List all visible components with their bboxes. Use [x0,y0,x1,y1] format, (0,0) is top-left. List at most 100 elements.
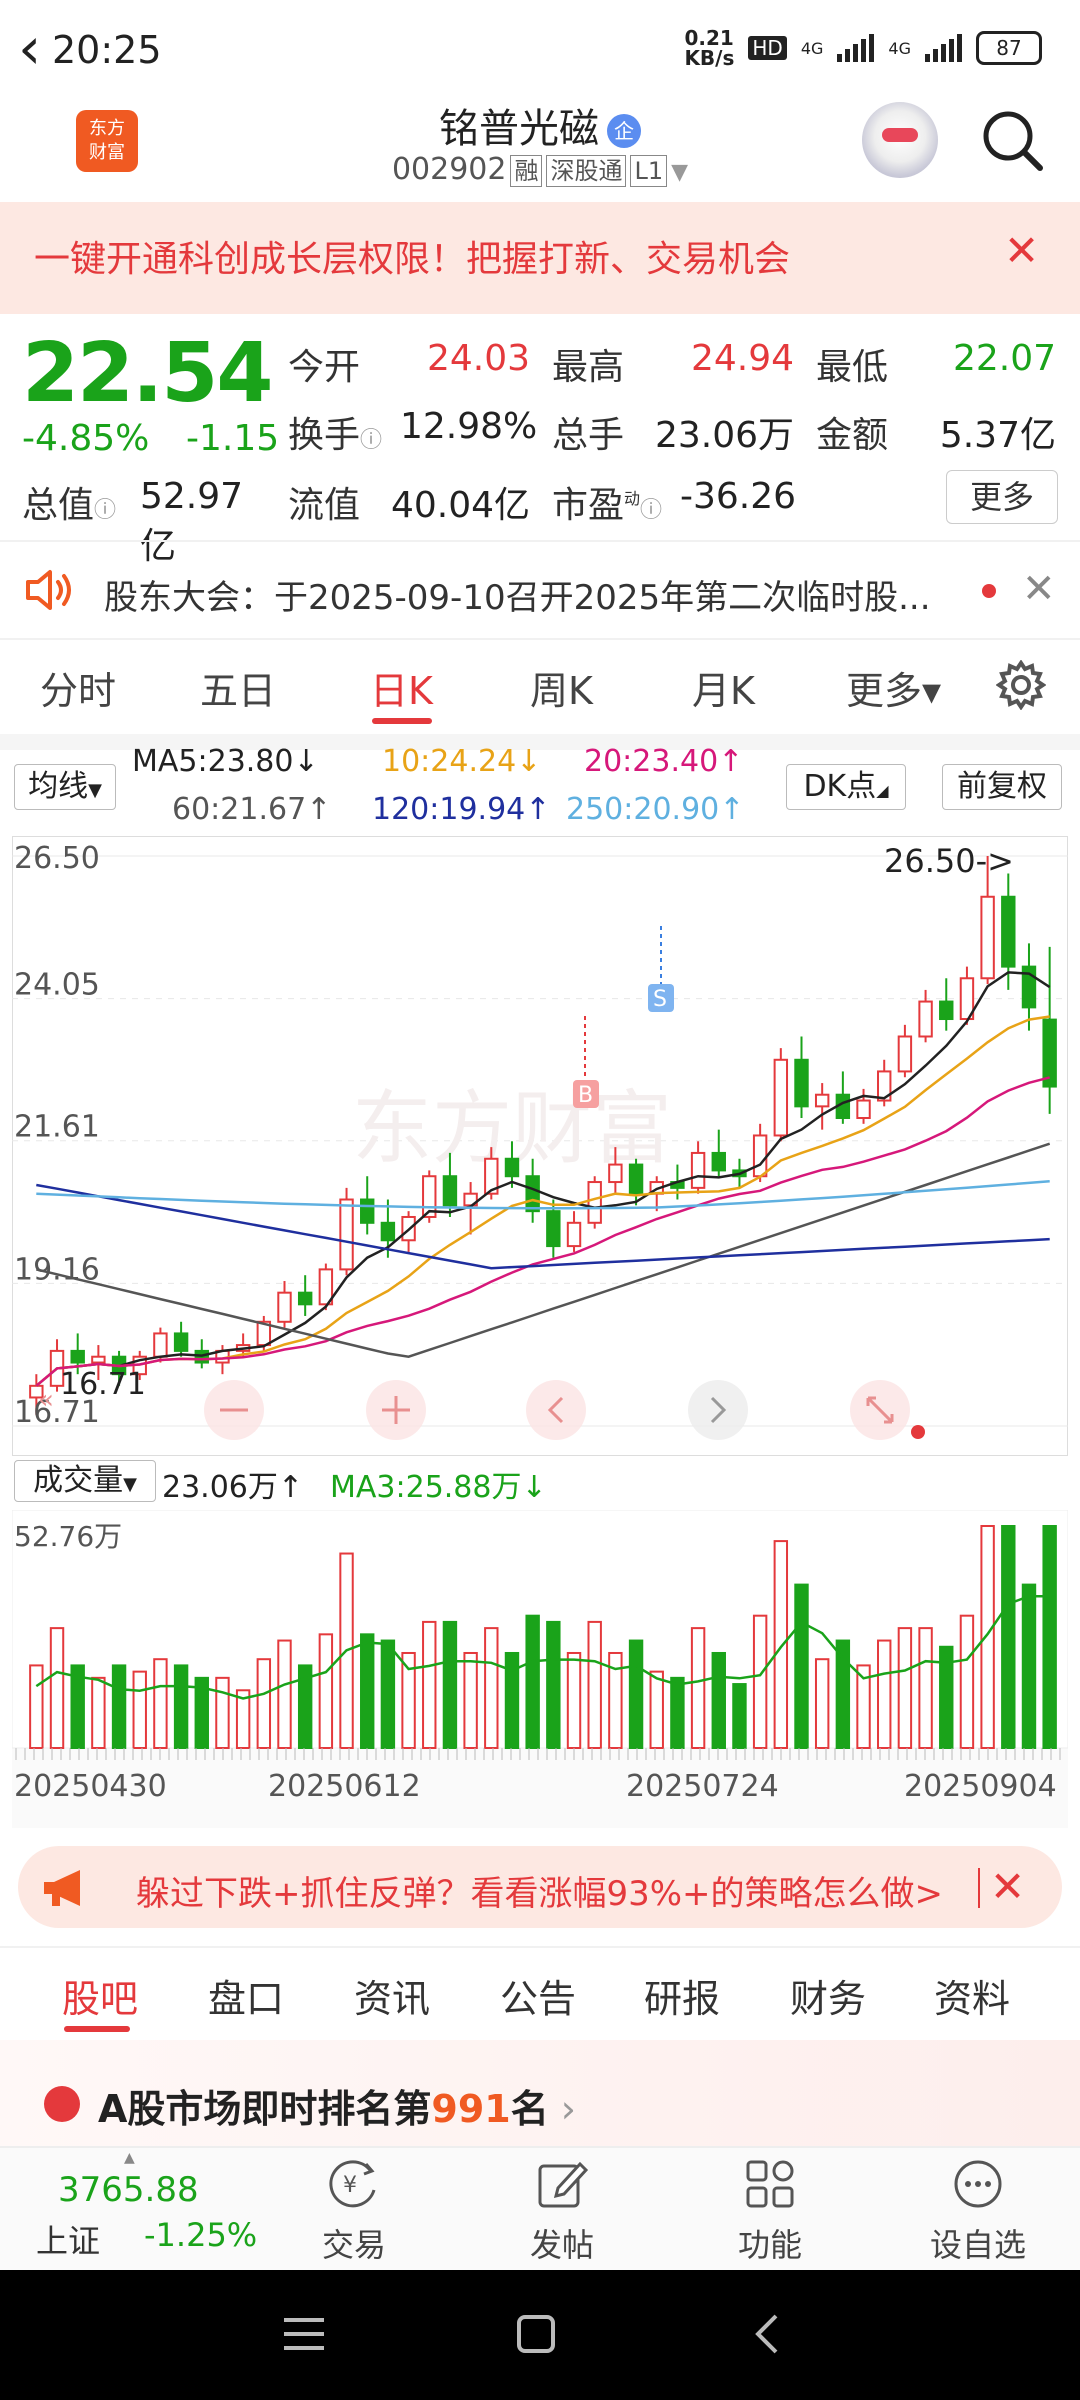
tab-research[interactable]: 研报 [644,1977,721,2021]
candle [897,1035,913,1073]
tab-pankou[interactable]: 盘口 [208,1977,285,2021]
fullscreen-button[interactable] [850,1380,910,1440]
ma-selector-label: 均线 [28,769,89,804]
volume-ma3-line [35,1594,1050,1700]
hd-icon: HD [748,36,787,60]
volume-bar [194,1676,209,1750]
price-axis-labels: 26.50 24.05 21.61 19.16 16.71 [14,841,100,1430]
nav-add-watchlist[interactable]: 设自选 [929,2226,1026,2264]
date-label: 20250430 [14,1769,167,1804]
ma5-label: MA5:23.80↓ [132,744,319,779]
active-tab-indicator [372,718,432,724]
banner-text[interactable]: 一键开通科创成长层权限！把握打新、交易机会 [34,239,791,280]
indicator-selector[interactable]: 成交量▼ [14,1460,156,1502]
adjust-button[interactable]: 前复权 [942,764,1062,810]
watchlist-icon[interactable] [950,2156,1006,2212]
tab-profile[interactable]: 资料 [934,1977,1011,2021]
candle [546,1210,561,1248]
close-icon[interactable]: ✕ [1022,566,1056,612]
index-name[interactable]: 上证 [36,2222,101,2260]
scroll-start-icon[interactable]: « [38,1385,54,1415]
nav-trade[interactable]: 交易 [321,2226,386,2264]
candles [29,856,1057,1415]
tab-guba[interactable]: 股吧 [62,1977,139,2021]
volume-bar [897,1627,913,1749]
rank-card[interactable] [0,2040,1080,2146]
home-icon[interactable] [516,2314,556,2354]
promo-text[interactable]: 躲过下跌+抓住反弹？看看涨幅93%+的策略怎么做> [136,1874,944,1914]
assistant-robot-icon[interactable] [862,102,938,178]
volume-bar [277,1639,292,1749]
menu-icon[interactable] [282,2314,326,2354]
tab-daily-k[interactable]: 日K [370,669,433,713]
dk-point-button[interactable]: DK点◢ [786,764,906,810]
ma20-line [35,1076,1051,1387]
buy-signal-label: B [578,1083,593,1108]
mktcap-label-text: 总值 [22,485,95,526]
back-icon[interactable]: ‹ [18,14,42,82]
volume-bar [463,1651,478,1749]
tab-finance[interactable]: 财务 [790,1977,867,2021]
strategy-promo[interactable] [18,1846,1062,1928]
float-value: 40.04亿 [390,485,530,526]
tab-five-day[interactable]: 五日 [200,669,277,713]
info-icon[interactable]: ⓘ [94,498,117,523]
low-value: 22.07 [952,338,1056,379]
volume-chart[interactable]: 52.76万 20250430 20250612 20250724 20250904 [12,1510,1068,1828]
rank-suffix: 名 [510,2087,549,2131]
notice-text[interactable]: 股东大会：于2025-09-10召开2025年第二次临时股... [104,578,931,618]
post-icon[interactable] [534,2156,590,2212]
promo-banner[interactable] [0,202,1080,314]
scroll-left-button[interactable] [526,1380,586,1440]
svg-text:¥: ¥ [343,2173,357,2198]
ma120-label: 120:19.94↑ [372,792,551,827]
index-value[interactable]: 3765.88 [58,2170,199,2210]
info-icon[interactable]: ⓘ [360,428,383,453]
unread-dot [982,584,996,598]
high-value: 24.94 [690,338,794,379]
app-logo[interactable]: 东方 财富 [76,110,138,172]
zoom-out-button[interactable] [204,1380,264,1440]
candle [980,895,995,980]
rank-text[interactable]: A股市场即时排名第991名 › [98,2078,576,2133]
volume-bar [773,1540,789,1750]
red-dot [911,1425,925,1439]
scroll-right-button[interactable] [688,1380,748,1440]
buy-signal-icon[interactable] [573,1080,599,1108]
tab-news[interactable]: 资讯 [354,1977,431,2021]
volume-bar [153,1658,168,1749]
rank-prefix: A股市场即时排名第 [98,2087,432,2131]
tab-announcements[interactable]: 公告 [500,1977,577,2021]
status-bar: 20:25 0.21 KB/s HD 4G 4G 87 [0,0,1080,100]
close-icon[interactable]: ✕ [1004,226,1040,275]
volume-bar [235,1689,251,1749]
nav-functions[interactable]: 功能 [737,2226,802,2264]
tab-intraday[interactable]: 分时 [40,669,117,713]
clock: 20:25 [52,28,162,72]
volume-bar [690,1627,706,1749]
tab-monthly-k[interactable]: 月K [692,669,755,713]
volume-bar [422,1620,437,1749]
trade-icon[interactable]: ¥ [326,2156,382,2212]
sell-signal-icon[interactable] [648,984,674,1012]
search-icon[interactable] [980,108,1044,172]
tab-weekly-k[interactable]: 周K [530,669,593,713]
level-tag[interactable]: L1 [630,155,668,187]
close-icon[interactable]: ✕ [990,1862,1026,1911]
tab-more[interactable]: 更多▾ [846,669,942,713]
caret-down-icon[interactable]: ▼ [671,160,689,185]
info-icon[interactable]: ⓘ [640,498,663,523]
index-change[interactable]: -1.25% [144,2216,258,2254]
apps-grid-icon[interactable] [742,2156,798,2212]
candle [318,1268,334,1306]
ma-lines [35,971,1051,1387]
candle [173,1332,189,1352]
zoom-in-button[interactable] [366,1380,426,1440]
nav-post[interactable]: 发帖 [529,2226,594,2264]
ma-selector[interactable]: 均线▼ [14,764,116,810]
back-nav-icon[interactable] [752,2312,782,2356]
more-button[interactable]: 更多 [946,470,1058,524]
candle [1001,895,1016,968]
gear-icon[interactable] [996,660,1046,710]
